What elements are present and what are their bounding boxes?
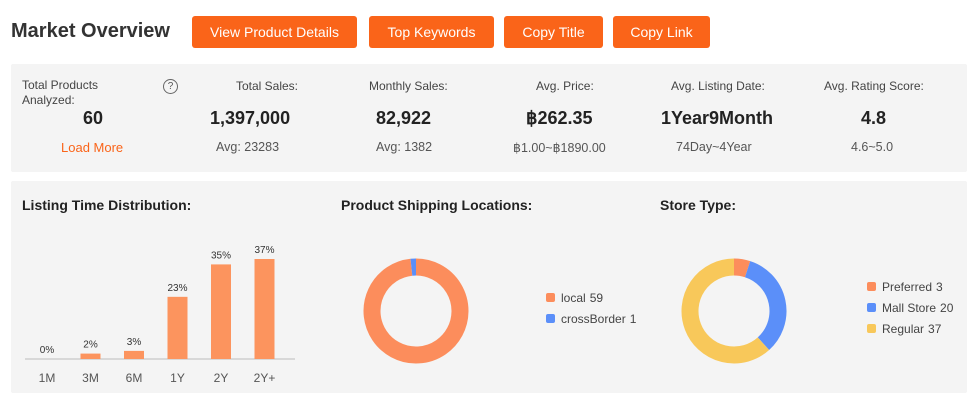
legend-item-regular[interactable]: Regular 37 (867, 318, 953, 339)
stat-value: 4.8 (861, 108, 887, 128)
x-tick-label: 2Y+ (254, 371, 276, 385)
x-tick-label: 2Y (214, 371, 229, 385)
help-icon[interactable]: ? (163, 79, 178, 94)
x-tick-label: 6M (126, 371, 143, 385)
stat-total-products: Total Products Analyzed: ? 60 Load More (11, 64, 191, 172)
bar-data-label: 37% (254, 245, 274, 256)
legend-value: 1 (629, 311, 637, 326)
listing-time-bar-chart: 0% 1M 2% 3M 3% 6M 23% 1Y 35% 2Y 37% 2Y+ (25, 245, 295, 385)
top-keywords-button[interactable]: Top Keywords (369, 16, 494, 48)
legend-value: 37 (928, 321, 942, 336)
page-title: Market Overview (11, 20, 170, 42)
copy-link-button[interactable]: Copy Link (613, 16, 710, 48)
stat-label: Avg. Price: (536, 79, 594, 93)
stat-sub: Avg: 1382 (376, 140, 433, 154)
store-type-donut (681, 258, 787, 364)
copy-title-button[interactable]: Copy Title (504, 16, 603, 48)
stat-avg-rating: Avg. Rating Score: 4.8 4.6~5.0 (811, 64, 951, 172)
bar-1y[interactable] (167, 296, 188, 359)
stat-value: 60 (83, 108, 104, 128)
stat-sub: Avg: 23283 (216, 140, 280, 154)
legend-label: Regular (882, 321, 925, 336)
stat-sub: 74Day~4Year (676, 140, 752, 154)
stat-value: 1,397,000 (210, 108, 291, 128)
store-type-legend: Preferred 3 Mall Store 20 Regular 37 (867, 276, 953, 339)
legend-item-preferred[interactable]: Preferred 3 (867, 276, 953, 297)
stat-label: Total Sales: (235, 79, 298, 93)
stat-avg-price: Avg. Price: ฿262.35 ฿1.00~฿1890.00 (501, 64, 631, 172)
slice-mall-store[interactable] (744, 261, 787, 351)
legend-label: crossBorder (561, 311, 626, 326)
bar-data-label: 23% (167, 283, 187, 294)
legend-swatch (867, 303, 876, 312)
bar-2y[interactable] (211, 264, 231, 359)
slice-local[interactable] (363, 258, 469, 364)
legend-swatch (867, 282, 876, 291)
load-more-link[interactable]: Load More (61, 140, 124, 155)
header: Market Overview View Product Details Top… (0, 0, 976, 62)
stat-avg-listing-date: Avg. Listing Date: 1Year9Month 74Day~4Ye… (651, 64, 791, 172)
stat-label: Avg. Rating Score: (824, 79, 924, 93)
bar-2y-plus[interactable] (254, 259, 275, 359)
legend-swatch (867, 324, 876, 333)
x-tick-label: 1M (39, 371, 56, 385)
stat-sub: 4.6~5.0 (851, 140, 894, 154)
stat-value: 82,922 (376, 108, 432, 128)
charts-panel: Listing Time Distribution: Product Shipp… (11, 181, 967, 393)
legend-item-local[interactable]: local 59 (546, 287, 636, 308)
stats-panel: Total Products Analyzed: ? 60 Load More … (11, 64, 967, 172)
legend-item-crossborder[interactable]: crossBorder 1 (546, 308, 636, 329)
stat-value: ฿262.35 (526, 108, 593, 128)
bar-data-label: 3% (127, 337, 142, 348)
legend-label: Mall Store (882, 300, 937, 315)
legend-value: 3 (936, 279, 943, 294)
shipping-locations-title: Product Shipping Locations: (341, 197, 533, 213)
legend-swatch (546, 293, 555, 302)
stat-value: 1Year9Month (661, 108, 774, 128)
bar-data-label: 2% (83, 340, 98, 351)
legend-label: local (561, 290, 586, 305)
shipping-locations-donut (363, 258, 469, 364)
bar-data-label: 35% (211, 250, 231, 261)
stat-label: Total Products Analyzed: (22, 78, 99, 107)
stat-monthly-sales: Monthly Sales: 82,922 Avg: 1382 (351, 64, 481, 172)
legend-swatch (546, 314, 555, 323)
store-type-title: Store Type: (660, 197, 736, 213)
slice-preferred[interactable] (733, 258, 751, 278)
stat-label: Monthly Sales: (369, 79, 448, 93)
view-product-details-button[interactable]: View Product Details (192, 16, 357, 48)
listing-time-title: Listing Time Distribution: (22, 197, 192, 213)
bar-6m[interactable] (124, 350, 144, 359)
legend-value: 59 (589, 290, 604, 305)
shipping-locations-legend: local 59 crossBorder 1 (546, 287, 636, 329)
bar-data-label: 0% (40, 345, 55, 356)
x-tick-label: 3M (82, 371, 99, 385)
stat-label: Avg. Listing Date: (671, 79, 765, 93)
bar-3m[interactable] (80, 353, 101, 359)
stat-sub: ฿1.00~฿1890.00 (513, 141, 606, 155)
legend-value: 20 (940, 300, 954, 315)
stat-total-sales: Total Sales: 1,397,000 Avg: 23283 (201, 64, 311, 172)
legend-label: Preferred (882, 279, 933, 294)
x-tick-label: 1Y (170, 371, 185, 385)
legend-item-mall-store[interactable]: Mall Store 20 (867, 297, 953, 318)
slice-regular[interactable] (681, 258, 770, 364)
